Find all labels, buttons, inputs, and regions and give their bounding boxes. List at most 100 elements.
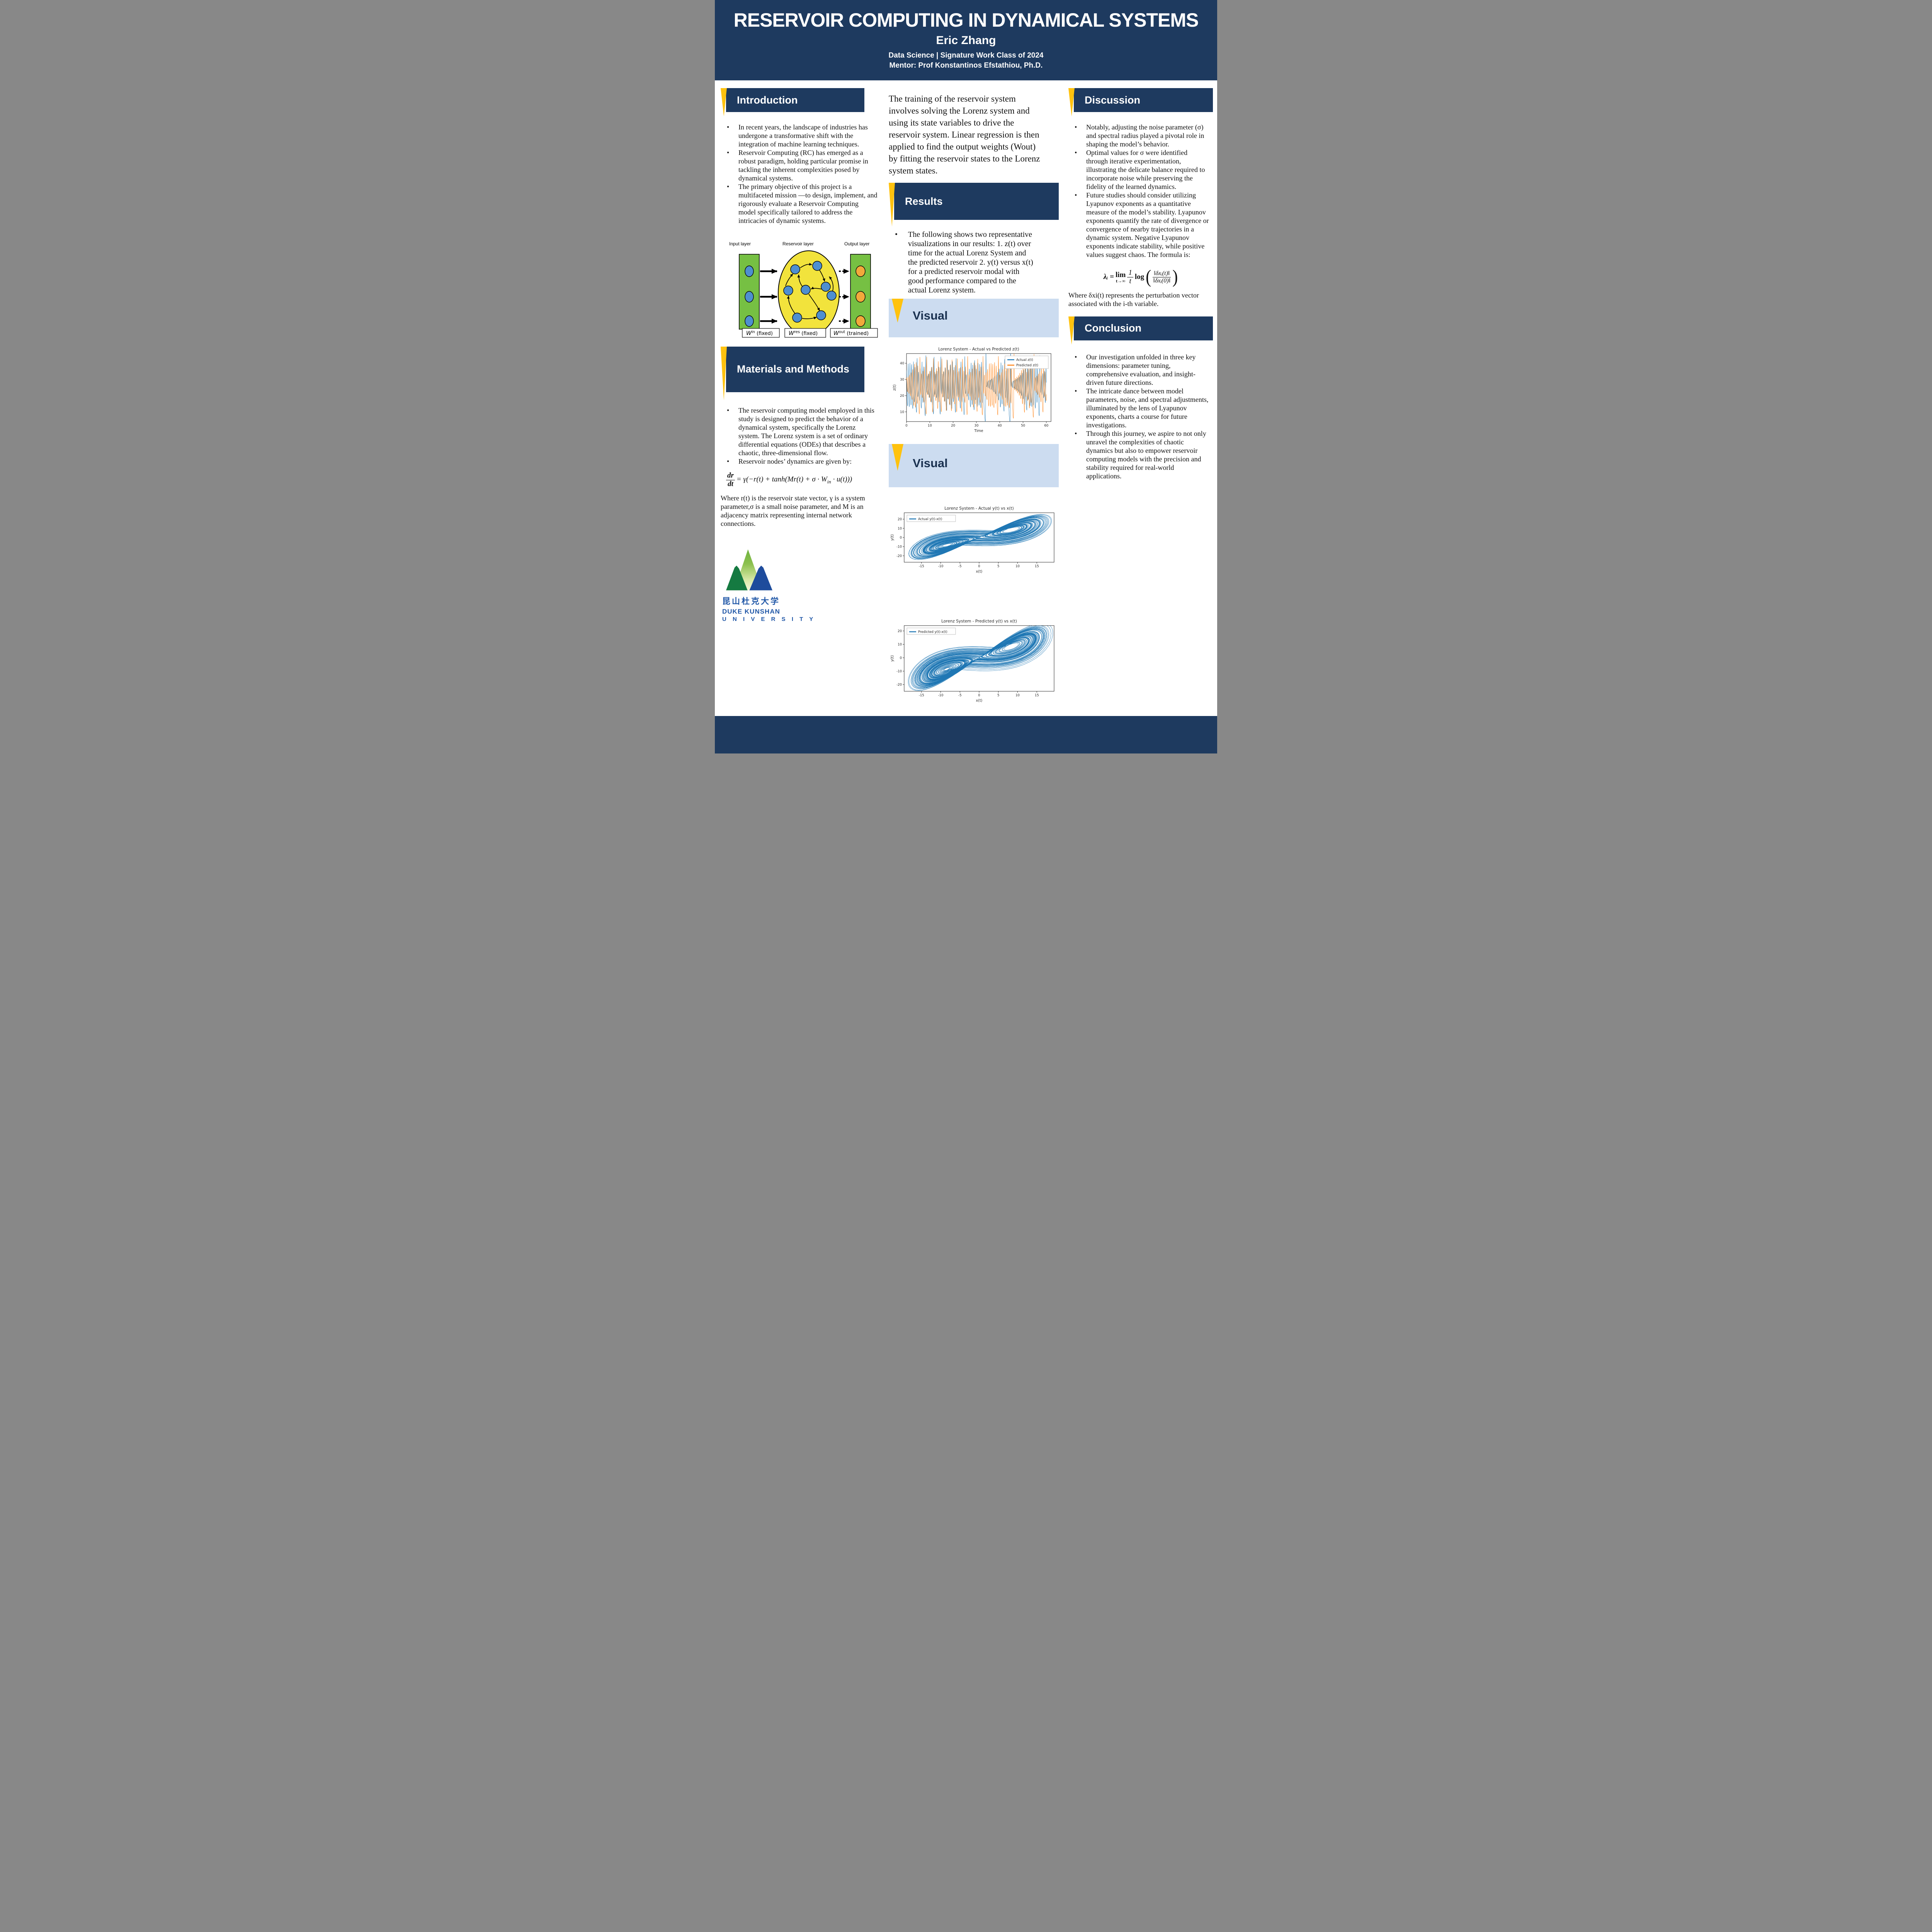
svg-text:30: 30 — [900, 378, 904, 382]
visual-title-1: Visual — [913, 309, 948, 322]
svg-text:5: 5 — [997, 694, 999, 697]
svg-text:20: 20 — [898, 518, 902, 522]
poster-subtitle: Data Science | Signature Work Class of 2… — [888, 51, 1044, 60]
bullet-item: The primary objective of this project is… — [721, 182, 880, 225]
section-header-discussion: Discussion — [1068, 88, 1213, 117]
visual-title-2: Visual — [913, 456, 948, 470]
conclusion-title: Conclusion — [1085, 322, 1141, 334]
svg-text:-5: -5 — [958, 565, 961, 568]
reservoir-to-output-arrows — [839, 269, 849, 324]
svg-text:30: 30 — [975, 424, 979, 428]
materials-title: Materials and Methods — [737, 363, 850, 375]
logo-english-name-1: DUKE KUNSHAN — [722, 607, 780, 615]
svg-text:10: 10 — [1015, 694, 1020, 697]
w-out-label: Wout (trained) — [833, 330, 869, 337]
section-header-conclusion: Conclusion — [1068, 316, 1213, 345]
visual-band-1: Visual — [889, 299, 1059, 337]
svg-text:10: 10 — [928, 424, 932, 428]
output-layer-label: Output layer — [844, 241, 869, 247]
svg-text:Lorenz System - Predicted y(t): Lorenz System - Predicted y(t) vs x(t) — [941, 619, 1017, 624]
bullet-item: Reservoir nodes’ dynamics are given by: — [721, 457, 880, 466]
svg-text:15: 15 — [1035, 694, 1039, 697]
bullet-item: Reservoir Computing (RC) has emerged as … — [721, 148, 880, 182]
svg-text:0: 0 — [978, 565, 980, 568]
svg-text:x(t): x(t) — [976, 699, 983, 703]
svg-text:5: 5 — [997, 565, 999, 568]
introduction-bullets: In recent years, the landscape of indust… — [721, 123, 880, 225]
poster-title: RESERVOIR COMPUTING IN DYNAMICAL SYSTEMS — [733, 9, 1199, 31]
svg-text:0: 0 — [900, 536, 902, 540]
svg-text:10: 10 — [898, 643, 902, 647]
input-to-reservoir-arrows — [760, 269, 777, 324]
conclusion-bullets: Our investigation unfolded in three key … — [1068, 353, 1213, 480]
svg-text:-10: -10 — [896, 670, 902, 673]
bullet-item: Future studies should consider utilizing… — [1068, 191, 1213, 259]
section-header-results: Results — [889, 183, 1059, 227]
duke-kunshan-logo: 昆山杜克大学 DUKE KUNSHAN U N I V E R S I T Y — [722, 549, 823, 622]
svg-text:20: 20 — [898, 629, 902, 633]
section-header-introduction: Introduction — [721, 88, 864, 117]
svg-text:x(t): x(t) — [976, 570, 983, 574]
svg-text:10: 10 — [900, 410, 904, 414]
svg-text:Lorenz System - Actual y(t) vs: Lorenz System - Actual y(t) vs x(t) — [944, 506, 1014, 511]
discussion-title: Discussion — [1085, 94, 1141, 106]
svg-text:y(t): y(t) — [890, 534, 895, 541]
footer-bar — [715, 716, 1217, 753]
reservoir-internal-arrows — [785, 263, 833, 320]
results-title: Results — [905, 195, 943, 207]
bullet-item: Notably, adjusting the noise parameter (… — [1068, 123, 1213, 148]
section-header-materials: Materials and Methods — [721, 347, 864, 401]
svg-text:Actual z(t): Actual z(t) — [1016, 358, 1033, 362]
w-in-label: Win (fixed) — [746, 330, 773, 337]
svg-text:20: 20 — [900, 394, 904, 398]
poster-header: RESERVOIR COMPUTING IN DYNAMICAL SYSTEMS… — [715, 0, 1217, 80]
discussion-bullets: Notably, adjusting the noise parameter (… — [1068, 123, 1213, 259]
reservoir-dynamics-formula: dr dt = γ(−r(t) + tanh(Mr(t) + σ · Win · … — [726, 471, 880, 488]
bullet-item: The reservoir computing model employed i… — [721, 406, 880, 457]
svg-text:-10: -10 — [938, 565, 944, 568]
svg-text:40: 40 — [998, 424, 1002, 428]
svg-text:0: 0 — [978, 694, 980, 697]
weight-boxes: Win (fixed) Wres (fixed) Wout (trained) — [742, 328, 878, 338]
svg-text:-5: -5 — [958, 694, 961, 697]
svg-text:60: 60 — [1044, 424, 1049, 428]
svg-text:0: 0 — [900, 656, 902, 660]
middle-column: The training of the reservoir system inv… — [889, 93, 1059, 704]
chart-actual-y-vs-x: Lorenz System - Actual y(t) vs x(t) -15 -1… — [889, 505, 1058, 575]
logo-chinese-name: 昆山杜克大学 — [722, 596, 780, 606]
discussion-where-note: Where δxi(t) represents the perturbation… — [1068, 291, 1199, 308]
svg-text:-10: -10 — [896, 545, 902, 549]
chart-actual-vs-predicted-z: Lorenz System - Actual vs Predicted z(t)… — [892, 346, 1055, 434]
reservoir-layer-label: Reservoir layer — [782, 241, 814, 247]
svg-text:10: 10 — [898, 527, 902, 531]
results-bullets: The following shows two representative v… — [889, 230, 1059, 295]
reservoir-neurons — [783, 261, 837, 323]
svg-text:Lorenz System - Actual vs Pred: Lorenz System - Actual vs Predicted z(t) — [938, 347, 1019, 352]
poster-author: Eric Zhang — [936, 34, 996, 47]
svg-text:20: 20 — [951, 424, 955, 428]
bullet-item: Optimal values for σ were identified thr… — [1068, 148, 1213, 191]
svg-text:Predicted y(t)-x(t): Predicted y(t)-x(t) — [918, 630, 947, 634]
svg-text:-20: -20 — [896, 683, 902, 687]
logo-english-name-2: U N I V E R S I T Y — [722, 616, 816, 622]
poster-mentor: Mentor: Prof Konstantinos Efstathiou, Ph… — [889, 61, 1043, 70]
logo-mountain-icon — [726, 549, 773, 590]
visual-band-2: Visual — [889, 444, 1059, 487]
materials-where-note: Where r(t) is the reservoir state vector… — [721, 494, 865, 527]
bullet-item: The following shows two representative v… — [889, 230, 1059, 295]
svg-text:40: 40 — [900, 362, 904, 366]
svg-text:z(t): z(t) — [893, 384, 897, 391]
bullet-item: Through this journey, we aspire to not o… — [1068, 429, 1213, 480]
svg-text:-15: -15 — [919, 565, 924, 568]
input-layer-label: Input layer — [729, 241, 751, 247]
svg-text:-20: -20 — [896, 554, 902, 558]
svg-text:y(t): y(t) — [890, 655, 895, 662]
poster-page: RESERVOIR COMPUTING IN DYNAMICAL SYSTEMS… — [715, 0, 1217, 753]
svg-text:15: 15 — [1035, 565, 1039, 568]
bullet-item: The intricate dance between model parame… — [1068, 387, 1213, 429]
w-res-label: Wres (fixed) — [789, 330, 818, 337]
bullet-item: Our investigation unfolded in three key … — [1068, 353, 1213, 387]
svg-text:Predicted z(t): Predicted z(t) — [1016, 364, 1038, 367]
left-column: Introduction In recent years, the landsc… — [721, 88, 880, 622]
